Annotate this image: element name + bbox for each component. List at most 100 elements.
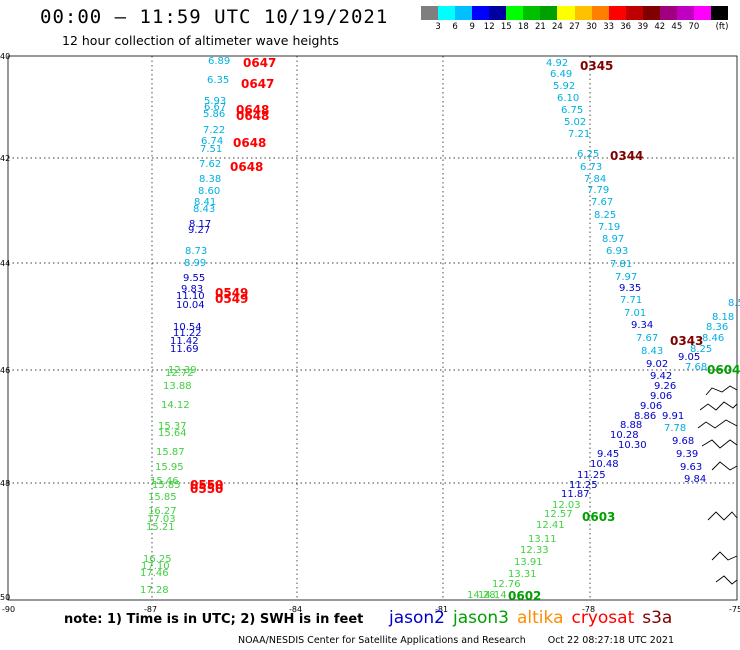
latitude-label: 42 [0,154,10,163]
color-scale-label: 6 [452,22,458,32]
color-scale-label: 42 [654,22,666,32]
wave-height-label: 7.68 [685,362,707,373]
longitude-label: -78 [582,605,595,614]
pass-time-label: 0648 [236,103,269,117]
wave-height-label: 10.30 [618,440,647,451]
latitude-label: 40 [0,52,10,61]
wave-height-label: 15.87 [156,447,185,458]
wave-height-label: 12.03 [552,500,581,511]
wave-height-label: 7.84 [584,174,606,185]
wave-height-label: 8.43 [641,346,663,357]
legend-item-cryosat: cryosat [571,608,635,628]
wave-height-label: 8.38 [199,174,221,185]
wave-height-label: 8.25 [594,210,616,221]
credit-org: NOAA/NESDIS Center for Satellite Applica… [238,635,526,646]
wave-height-label: 8.25 [690,344,712,355]
wave-height-label: 9.63 [680,462,702,473]
wave-height-label: 5.93 [204,96,226,107]
wave-height-label: 13.88 [163,381,192,392]
color-scale-label: 39 [637,22,649,32]
color-swatch [591,6,610,20]
coastline [699,401,738,411]
wave-height-label: 7.81 [610,259,632,270]
color-swatch [421,6,439,20]
wave-height-label: 6.35 [207,75,229,86]
wave-height-label: 9.34 [631,320,653,331]
page-subtitle: 12 hour collection of altimeter wave hei… [62,33,339,48]
wave-height-label: 7.79 [587,185,609,196]
wave-height-label: 8.18 [712,312,734,323]
wave-height-label: 5.92 [553,81,575,92]
wave-height-label: 7.19 [598,222,620,233]
wave-height-label: 9.02 [646,359,668,370]
wave-height-label: 17.46 [140,568,169,579]
color-swatch [438,6,456,20]
color-swatch [472,6,490,20]
wave-height-label: 10.48 [590,459,619,470]
wave-height-label: 8.88 [620,420,642,431]
wave-height-label: 8.36 [706,322,728,333]
color-swatch [642,6,661,20]
pass-time-label: 0604 [707,363,740,377]
credit-time: Oct 22 08:27:18 UTC 2021 [547,635,674,646]
wave-height-label: 11.25 [569,480,598,491]
legend-item-jason2: jason2 [389,608,445,628]
coastline [707,511,738,521]
color-scale-label: 36 [620,22,632,32]
wave-height-label: 15.21 [146,522,175,533]
latitude-label: 48 [0,479,10,488]
credit-line: NOAA/NESDIS Center for Satellite Applica… [238,635,696,646]
wave-height-label: 7.22 [203,125,225,136]
latitude-label: 50 [0,593,10,602]
color-swatch [608,6,627,20]
wave-height-label: 6.89 [208,56,230,67]
wave-height-label: 7.97 [615,272,637,283]
wave-height-label: 11.42 [170,336,199,347]
color-scale-label: 33 [603,22,615,32]
color-scale-label: 27 [569,22,580,32]
latitude-label: 44 [0,259,10,268]
color-scale-label: 12 [483,22,495,32]
coastline [715,575,738,585]
wave-height-label: 9.55 [183,273,205,284]
wave-height-label: 11.69 [170,344,199,355]
wave-height-label: 9.05 [678,352,700,363]
coastline [711,551,738,561]
pass-time-label: 0343 [670,334,703,348]
wave-height-label: 17.28 [140,585,169,596]
color-swatch [710,6,729,20]
wave-height-label: 12.39 [168,365,197,376]
wave-height-label: 8.43 [193,204,215,215]
wave-height-label: 6.10 [557,93,579,104]
wave-height-label: 16.27 [148,506,177,517]
wave-height-label: 6.73 [580,162,602,173]
color-swatch [540,6,558,20]
color-swatch [523,6,541,20]
color-scale-label: 15 [500,22,512,32]
pass-time-label: 0603 [582,510,615,524]
wave-height-label: 10.04 [176,300,205,311]
color-scale-label: (ft) [715,22,729,32]
wave-height-label: 15.46 [150,476,179,487]
longitude-label: -75 [729,605,740,614]
color-scale-label: 30 [586,22,597,32]
wave-height-label: 9.06 [640,401,662,412]
color-scale-label: 9 [469,22,475,32]
longitude-label: -81 [435,605,448,614]
map-frame [7,55,738,601]
color-swatch [455,6,473,20]
wave-height-label: 11.22 [173,328,202,339]
wave-height-label: 6.74 [201,136,223,147]
wave-height-label: 9.06 [650,391,672,402]
color-swatch [625,6,644,20]
wave-height-label: 5.86 [203,109,225,120]
pass-time-label: 0647 [241,77,274,91]
wave-height-label: 11.25 [577,470,606,481]
wave-height-label: 11.87 [561,489,590,500]
wave-height-label: 15.85 [148,492,177,503]
pass-time-label: 0550 [190,482,223,496]
page-title: 00:00 – 11:59 UTC 10/19/2021 [40,6,389,28]
pass-time-label: 0549 [215,286,248,300]
wave-height-label: 6.49 [550,69,572,80]
wave-height-label: 8.86 [634,411,656,422]
